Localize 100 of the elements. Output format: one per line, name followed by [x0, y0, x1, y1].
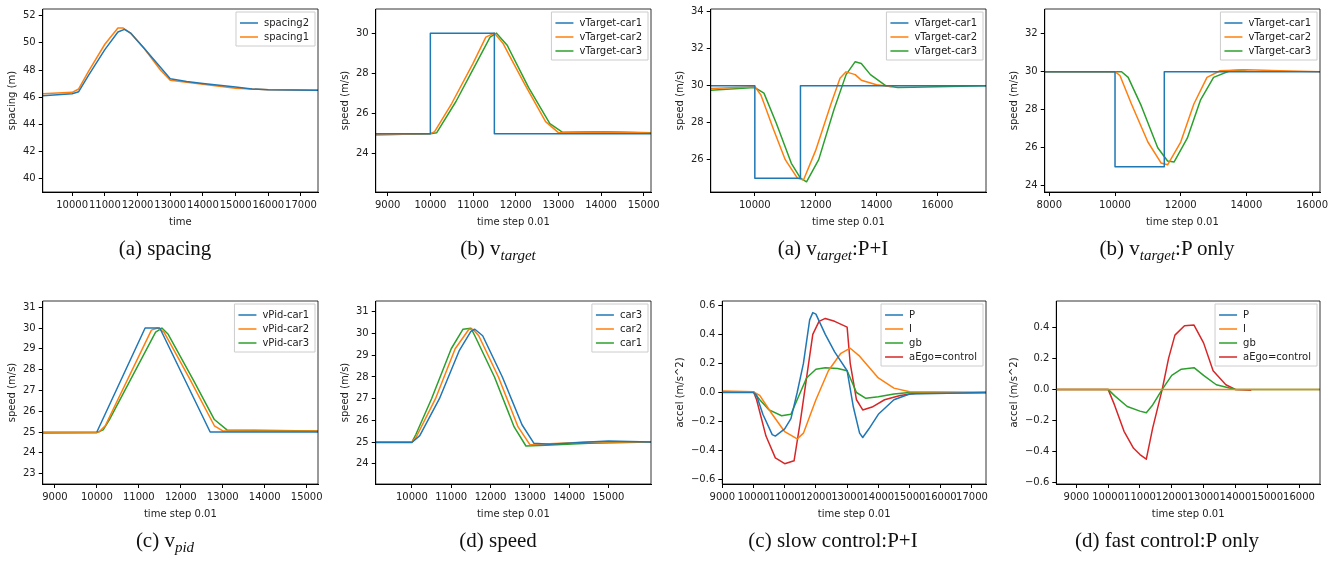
y-tick-label: 28 [355, 370, 369, 382]
x-tick-label: 9000 [42, 490, 68, 502]
x-tick-label: 12000 [799, 198, 832, 210]
y-tick-label: 24 [22, 446, 36, 458]
y-axis-title: spacing (m) [5, 70, 17, 131]
x-tick-label: 14000 [553, 490, 586, 502]
text: (a) v$_{target}$:P+I [776, 236, 890, 265]
x-tick-label: 14000 [1230, 198, 1263, 210]
y-axis-title: speed (m/s) [338, 70, 350, 131]
x-tick-label: 12000 [474, 490, 507, 502]
y-tick-label: 30 [1024, 65, 1038, 77]
legend-label: car1 [619, 336, 643, 348]
x-tick-label: 12000 [800, 490, 832, 502]
x-tick-label: 14000 [585, 198, 617, 210]
x-tick-label: 11000 [122, 490, 155, 502]
y-tick-label: 28 [1024, 103, 1038, 115]
y-tick-label: −0.6 [690, 473, 716, 485]
y-axis-title: accel (m/s^2) [1007, 357, 1019, 428]
y-axis-title: speed (m/s) [1007, 70, 1019, 131]
y-tick-label: −0.2 [690, 415, 716, 427]
legend-label: vTarget-car3 [1248, 44, 1312, 56]
legend-label: vTarget-car2 [1248, 30, 1312, 42]
text: (b) v$_{target}$ [459, 236, 537, 265]
y-tick-label: 26 [355, 107, 369, 119]
y-tick-label: 24 [355, 457, 369, 469]
x-tick-label: 10000 [396, 490, 428, 502]
y-tick-label: 50 [22, 36, 36, 48]
x-tick-label: 12000 [121, 198, 154, 210]
x-tick-label: 10000 [737, 490, 770, 502]
x-tick-label: 10000 [56, 198, 89, 210]
legend-label: vTarget-car2 [914, 30, 978, 42]
x-tick-label: 10000 [414, 198, 447, 210]
y-tick-label: 24 [355, 147, 369, 159]
legend-label: vPid-car1 [262, 308, 309, 320]
x-tick-label: 16000 [252, 198, 285, 210]
y-tick-label: 27 [22, 384, 36, 396]
legend-label: aEgo=control [909, 350, 978, 362]
y-tick-label: 29 [22, 342, 36, 354]
y-tick-label: 0.4 [699, 328, 716, 339]
x-tick-label: 16000 [921, 198, 954, 210]
y-tick-label: 30 [690, 79, 704, 91]
x-tick-label: 13000 [206, 490, 239, 502]
y-tick-label: −0.2 [1024, 414, 1050, 426]
y-tick-label: 40 [22, 172, 36, 184]
x-axis-title: time step 0.01 [1145, 215, 1219, 227]
y-tick-label: 27 [355, 392, 369, 404]
y-tick-label: 48 [22, 63, 36, 75]
y-tick-label: 25 [355, 435, 369, 447]
legend-label: I [1243, 322, 1246, 334]
y-tick-label: 26 [355, 413, 369, 425]
x-tick-label: 17000 [956, 490, 988, 502]
x-tick-label: 9000 [1063, 490, 1090, 502]
y-tick-label: 52 [22, 9, 36, 21]
x-tick-label: 12000 [1155, 490, 1188, 502]
x-axis-title: time step 0.01 [1151, 507, 1225, 519]
x-tick-label: 9000 [374, 198, 401, 210]
y-tick-label: −0.4 [1024, 445, 1050, 457]
y-tick-label: 26 [1024, 141, 1038, 153]
x-tick-label: 10000 [1092, 490, 1125, 502]
y-tick-label: 26 [690, 153, 704, 165]
text: (a) spacing [117, 236, 213, 261]
y-tick-label: 30 [355, 327, 369, 339]
y-tick-label: 25 [22, 425, 36, 437]
legend-label: vTarget-car3 [579, 44, 643, 56]
y-tick-label: 26 [22, 404, 36, 416]
x-tick-label: 15000 [592, 490, 625, 502]
x-tick-label: 13000 [513, 490, 546, 502]
x-tick-label: 10000 [80, 490, 113, 502]
legend-label: vTarget-car1 [579, 16, 643, 28]
x-axis-title: time step 0.01 [143, 507, 217, 519]
x-tick-label: 14000 [187, 198, 219, 210]
x-tick-label: 14000 [860, 198, 893, 210]
x-tick-label: 13000 [542, 198, 575, 210]
y-tick-label: 30 [355, 26, 369, 38]
x-tick-label: 13000 [154, 198, 187, 210]
legend-label: P [909, 308, 916, 320]
y-tick-label: 31 [22, 300, 36, 312]
x-tick-label: 15000 [1251, 490, 1284, 502]
y-tick-label: 32 [1024, 27, 1038, 39]
y-tick-label: 0.0 [699, 386, 716, 398]
x-tick-label: 16000 [1283, 490, 1315, 502]
y-tick-label: 0.6 [699, 298, 716, 310]
x-tick-label: 16000 [924, 490, 957, 502]
legend-label: vPid-car3 [262, 336, 309, 348]
legend-label: vTarget-car2 [579, 30, 643, 42]
text: (c) v$_{pid}$ [134, 528, 196, 557]
y-tick-label: 0.2 [699, 357, 716, 369]
legend-label: gb [1243, 336, 1256, 348]
y-axis-title: speed (m/s) [338, 362, 350, 423]
x-tick-label: 11000 [88, 198, 121, 210]
y-tick-label: 28 [22, 363, 36, 375]
legend-label: spacing2 [263, 16, 310, 28]
text: (d) fast control:P only [1073, 528, 1261, 553]
y-tick-label: −0.4 [690, 444, 716, 456]
y-tick-label: 28 [355, 66, 369, 78]
text: (c) slow control:P+I [747, 528, 919, 553]
x-tick-label: 14000 [248, 490, 281, 502]
legend-label: gb [909, 336, 922, 348]
x-tick-label: 10000 [1099, 198, 1131, 210]
x-axis-title: time step 0.01 [476, 215, 550, 227]
